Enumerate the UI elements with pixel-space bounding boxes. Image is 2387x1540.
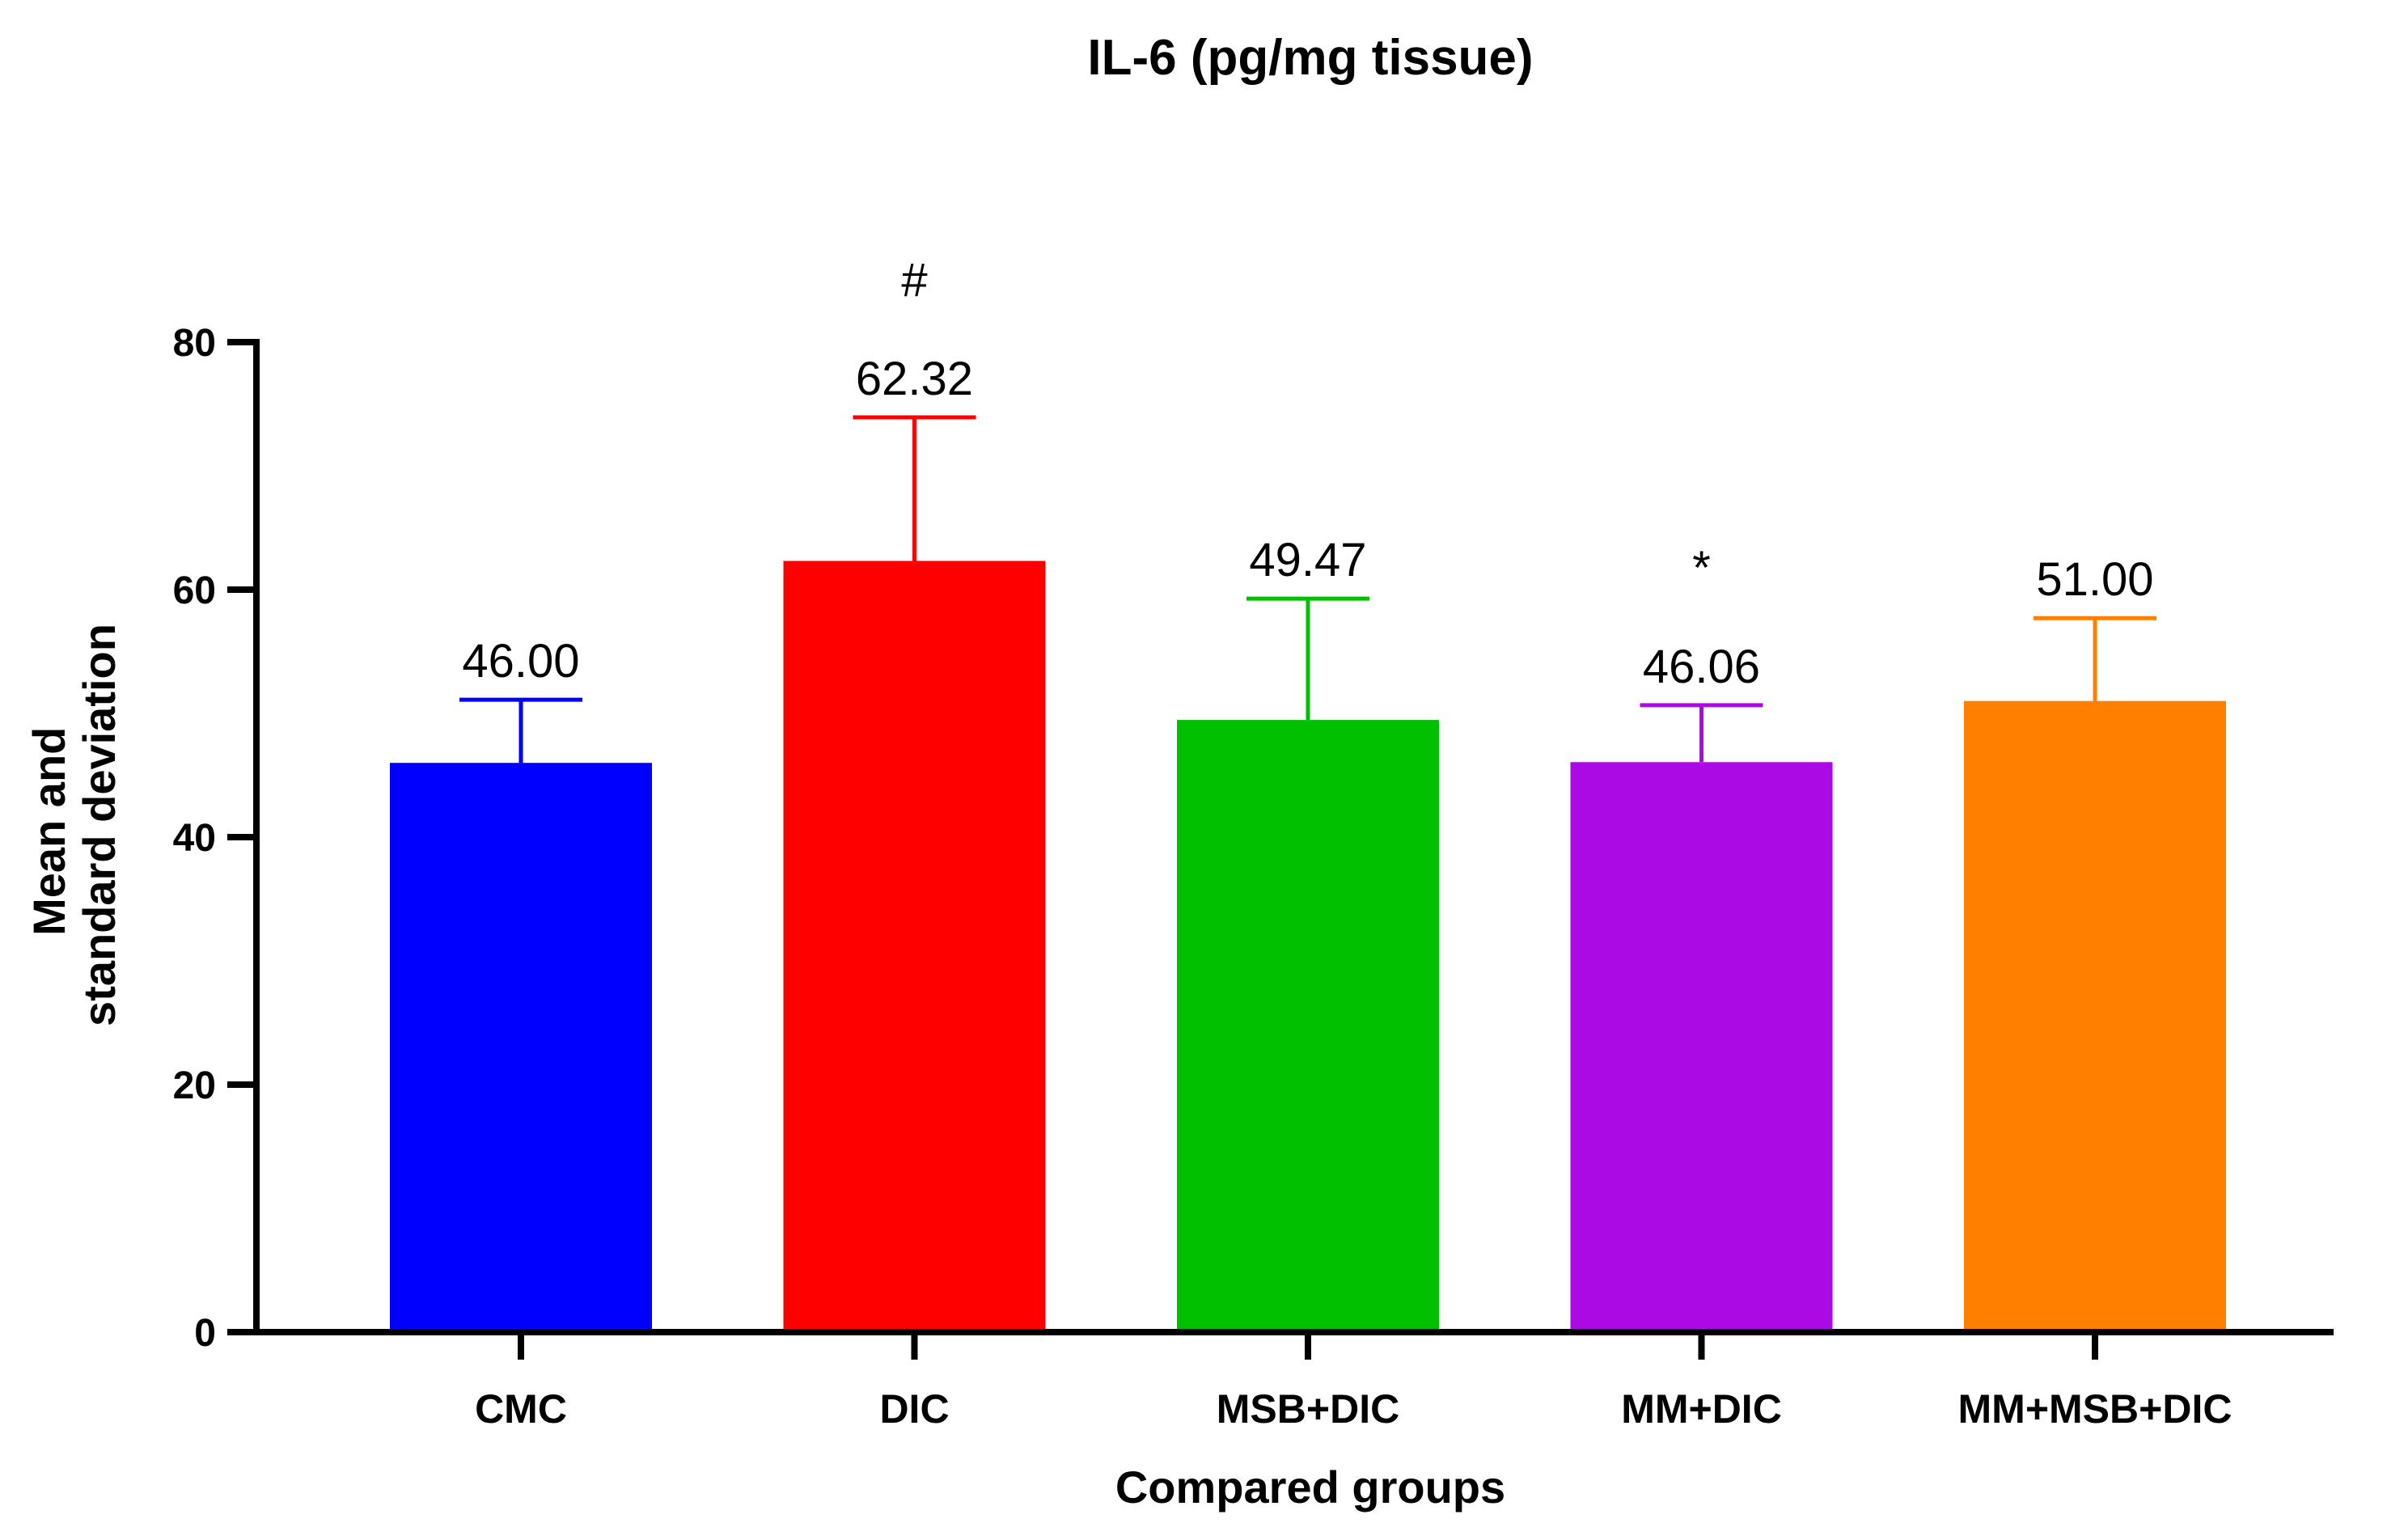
bar-mm-msb-dic (1964, 700, 2226, 1332)
y-tick-label-60: 60 (173, 569, 216, 612)
bar-dic (783, 561, 1046, 1332)
bar-msb-dic (1177, 720, 1439, 1332)
y-axis-title-line-2: standard deviation (74, 624, 125, 1026)
data-label-2: 62.32 (856, 353, 973, 405)
significance-marker-4: * (1692, 542, 1711, 594)
y-axis-title: Mean and standard deviation (23, 624, 125, 1026)
bar-cmc (390, 763, 652, 1332)
data-label-5: 51.00 (2036, 553, 2153, 606)
y-tick-label-80: 80 (173, 322, 216, 365)
y-tick-label-0: 0 (194, 1312, 216, 1355)
bar-mm-dic (1570, 762, 1833, 1332)
x-tick-label-3: MSB+DIC (1217, 1386, 1399, 1432)
significance-marker-2: # (901, 254, 927, 307)
plot-area: 46.00 CMC 62.32 # DIC 49.47 MSB+DIC 46.06 * MM+DI… (173, 254, 2334, 1432)
data-label-3: 49.47 (1249, 534, 1366, 586)
x-tick-label-5: MM+MSB+DIC (1958, 1386, 2233, 1432)
data-label-1: 46.00 (462, 635, 579, 688)
x-tick-label-4: MM+DIC (1621, 1386, 1782, 1432)
x-tick-label-2: DIC (879, 1386, 949, 1432)
chart-title: IL-6 (pg/mg tissue) (1087, 30, 1533, 86)
x-axis-title: Compared groups (1115, 1462, 1505, 1512)
y-axis-title-line-1: Mean and (23, 727, 74, 936)
y-tick-label-40: 40 (173, 817, 216, 860)
x-tick-label-1: CMC (475, 1386, 567, 1432)
data-label-4: 46.06 (1643, 641, 1760, 693)
y-tick-label-20: 20 (173, 1064, 216, 1107)
